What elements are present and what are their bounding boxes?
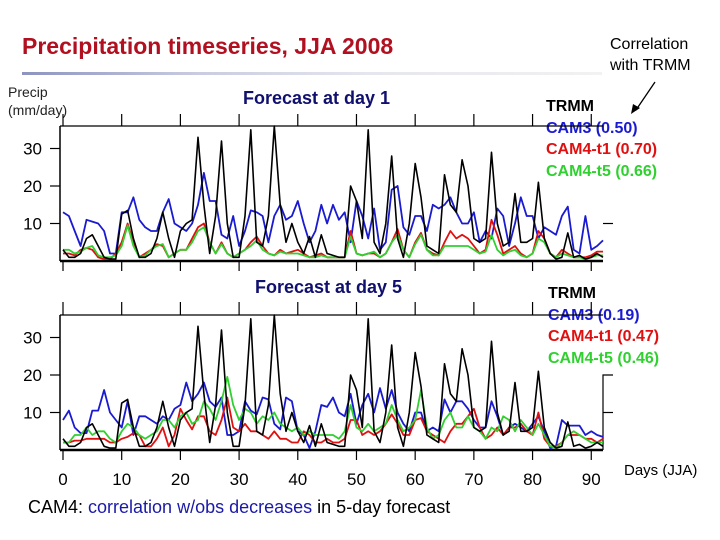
correlation-note: Correlation with TRMM <box>610 34 691 76</box>
y-axis-label-line1: Precip <box>8 84 48 100</box>
y-tick-label: 20 <box>23 177 42 196</box>
panel-title-day5: Forecast at day 5 <box>255 277 403 297</box>
conclusion-text: CAM4: correlation w/obs decreases in 5-d… <box>28 497 450 518</box>
series-line-cam4-t5 <box>63 375 603 450</box>
legend-entry-cam4-t5: CAM4-t5 (0.66) <box>546 162 658 180</box>
y-axis-label-line2: (mm/day) <box>8 102 68 118</box>
x-tick-label: 10 <box>112 470 131 489</box>
panel-title-day1: Forecast at day 1 <box>243 88 391 108</box>
series-line-cam3 <box>62 381 604 450</box>
y-tick-label: 10 <box>23 215 42 234</box>
legend-entry-cam4-t5: CAM4-t5 (0.46) <box>548 349 660 367</box>
y-axis-label: Precip (mm/day) <box>8 83 67 119</box>
y-tick-label: 30 <box>23 140 42 159</box>
x-tick-label: 80 <box>523 470 542 489</box>
correlation-note-line2: with TRMM <box>610 57 691 74</box>
legend-day1: TRMM CAM3 (0.50) CAM4-t1 (0.70) CAM4-t5 … <box>546 96 657 182</box>
right-y-axis <box>602 374 613 450</box>
legend-entry-cam4-t1: CAM4-t1 (0.47) <box>548 328 660 345</box>
y-tick-label: 30 <box>23 329 42 348</box>
arrow-head-icon <box>631 104 640 114</box>
series-line-cam3 <box>62 171 604 255</box>
x-tick-label: 60 <box>406 470 425 489</box>
legend-entry-cam4-t1: CAM4-t1 (0.70) <box>546 141 658 158</box>
x-tick-label: 30 <box>230 470 249 489</box>
x-tick-label: 0 <box>58 470 67 489</box>
x-tick-label: 20 <box>171 470 190 489</box>
x-tick-label: 90 <box>582 470 601 489</box>
x-tick-label: 50 <box>347 470 366 489</box>
legend-entry-cam3: CAM3 (0.50) <box>546 119 638 137</box>
legend-entry-trmm: TRMM <box>548 285 596 302</box>
correlation-note-line1: Correlation <box>610 36 689 53</box>
y-tick-label: 10 <box>23 404 42 423</box>
series-line-trmm <box>62 314 604 449</box>
title-divider <box>22 72 602 75</box>
x-tick-label: 70 <box>464 470 483 489</box>
series-line-trmm <box>62 125 604 260</box>
x-tick-label: 40 <box>288 470 307 489</box>
conclusion-suffix: in 5-day forecast <box>317 497 451 517</box>
slide-title: Precipitation timeseries, JJA 2008 <box>22 33 394 59</box>
conclusion-highlight: correlation w/obs decreases <box>88 497 313 517</box>
legend-entry-trmm: TRMM <box>546 98 594 115</box>
y-tick-label: 20 <box>23 366 42 385</box>
conclusion-prefix: CAM4: <box>28 497 84 517</box>
x-axis-label: Days (JJA) <box>624 462 698 479</box>
arrow-line <box>635 81 656 111</box>
